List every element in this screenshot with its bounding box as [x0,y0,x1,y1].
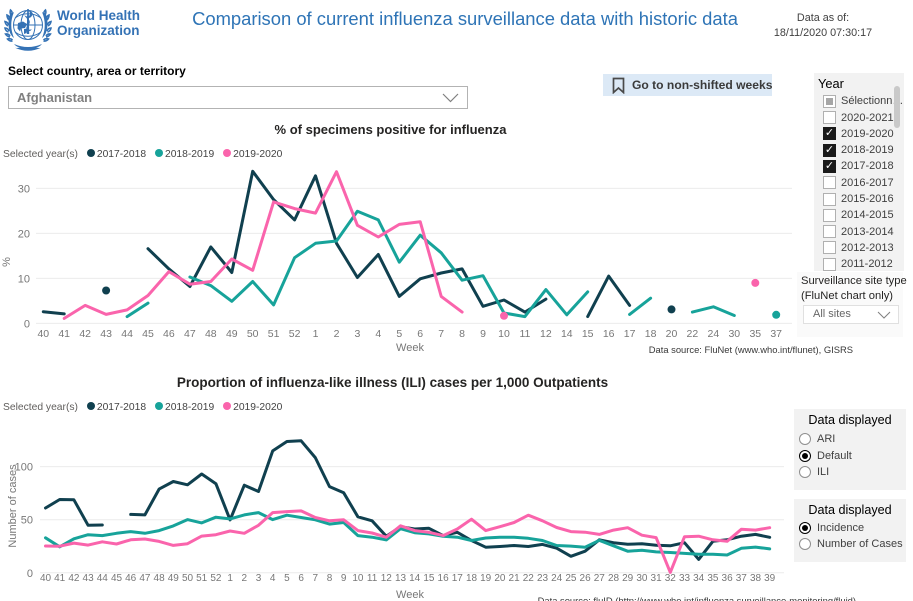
svg-text:12: 12 [381,573,393,584]
svg-text:47: 47 [139,573,151,584]
svg-text:12: 12 [540,328,552,340]
svg-text:Week: Week [396,342,424,354]
svg-text:37: 37 [736,573,748,584]
svg-text:9: 9 [341,573,347,584]
svg-text:45: 45 [142,328,154,340]
svg-text:46: 46 [125,573,137,584]
svg-text:1: 1 [313,328,319,340]
svg-text:35: 35 [749,328,761,340]
svg-text:35: 35 [707,573,719,584]
svg-text:50: 50 [182,573,194,584]
svg-text:18: 18 [466,573,478,584]
svg-text:11: 11 [519,328,530,340]
svg-text:3: 3 [256,573,262,584]
svg-text:19: 19 [480,573,492,584]
svg-text:21: 21 [509,573,521,584]
svg-text:40: 40 [40,573,52,584]
svg-text:32: 32 [665,573,677,584]
svg-text:42: 42 [79,328,91,340]
svg-text:22: 22 [523,573,535,584]
svg-text:10: 10 [352,573,364,584]
svg-text:44: 44 [121,328,133,340]
svg-text:28: 28 [608,573,620,584]
svg-text:6: 6 [417,328,423,340]
svg-text:40: 40 [37,328,49,340]
svg-text:6: 6 [298,573,304,584]
svg-text:15: 15 [582,328,594,340]
svg-text:49: 49 [168,573,180,584]
svg-text:25: 25 [565,573,577,584]
svg-text:8: 8 [327,573,333,584]
svg-text:46: 46 [163,328,175,340]
svg-text:27: 27 [594,573,606,584]
svg-text:16: 16 [438,573,450,584]
svg-text:10: 10 [498,328,510,340]
svg-text:9: 9 [480,328,486,340]
svg-text:39: 39 [764,573,776,584]
svg-text:34: 34 [693,573,705,584]
svg-text:38: 38 [750,573,762,584]
svg-text:30: 30 [18,183,30,195]
svg-text:2: 2 [242,573,248,584]
svg-text:1: 1 [227,573,233,584]
svg-text:20: 20 [666,328,678,340]
svg-text:42: 42 [68,573,80,584]
svg-text:11: 11 [367,573,378,584]
svg-text:16: 16 [603,328,615,340]
svg-text:24: 24 [708,328,720,340]
svg-text:18: 18 [645,328,657,340]
svg-text:20: 20 [494,573,506,584]
svg-text:48: 48 [205,328,217,340]
svg-text:17: 17 [624,328,636,340]
svg-text:45: 45 [111,573,123,584]
svg-text:30: 30 [636,573,648,584]
svg-text:52: 52 [289,328,301,340]
svg-text:7: 7 [438,328,444,340]
svg-text:2: 2 [334,328,340,340]
svg-text:41: 41 [58,328,70,340]
svg-text:4: 4 [270,573,276,584]
svg-text:33: 33 [679,573,691,584]
svg-text:44: 44 [97,573,109,584]
svg-text:51: 51 [268,328,280,340]
svg-text:%: % [1,257,13,267]
svg-text:14: 14 [561,328,573,340]
svg-text:0: 0 [27,568,33,580]
svg-text:Week: Week [396,589,424,601]
svg-text:31: 31 [651,573,663,584]
svg-text:29: 29 [622,573,634,584]
svg-text:50: 50 [247,328,259,340]
svg-text:30: 30 [728,328,740,340]
svg-text:47: 47 [184,328,196,340]
svg-text:36: 36 [722,573,734,584]
svg-text:51: 51 [196,573,208,584]
svg-text:23: 23 [537,573,549,584]
svg-text:5: 5 [396,328,402,340]
svg-text:0: 0 [24,318,30,330]
svg-text:20: 20 [18,228,30,240]
svg-text:41: 41 [54,573,66,584]
svg-text:49: 49 [226,328,238,340]
svg-text:48: 48 [154,573,166,584]
svg-text:3: 3 [354,328,360,340]
svg-text:22: 22 [687,328,699,340]
svg-text:8: 8 [459,328,465,340]
svg-text:10: 10 [18,273,30,285]
svg-text:24: 24 [551,573,563,584]
svg-text:15: 15 [423,573,435,584]
svg-text:52: 52 [210,573,222,584]
svg-text:13: 13 [395,573,407,584]
svg-text:7: 7 [313,573,319,584]
svg-text:43: 43 [83,573,95,584]
svg-text:43: 43 [100,328,112,340]
svg-text:50: 50 [21,515,33,527]
svg-text:17: 17 [452,573,464,584]
svg-text:100: 100 [15,462,33,474]
svg-text:4: 4 [375,328,381,340]
svg-text:37: 37 [770,328,782,340]
svg-text:26: 26 [580,573,592,584]
svg-text:5: 5 [284,573,290,584]
svg-text:Number of cases: Number of cases [7,464,19,548]
svg-text:14: 14 [409,573,421,584]
